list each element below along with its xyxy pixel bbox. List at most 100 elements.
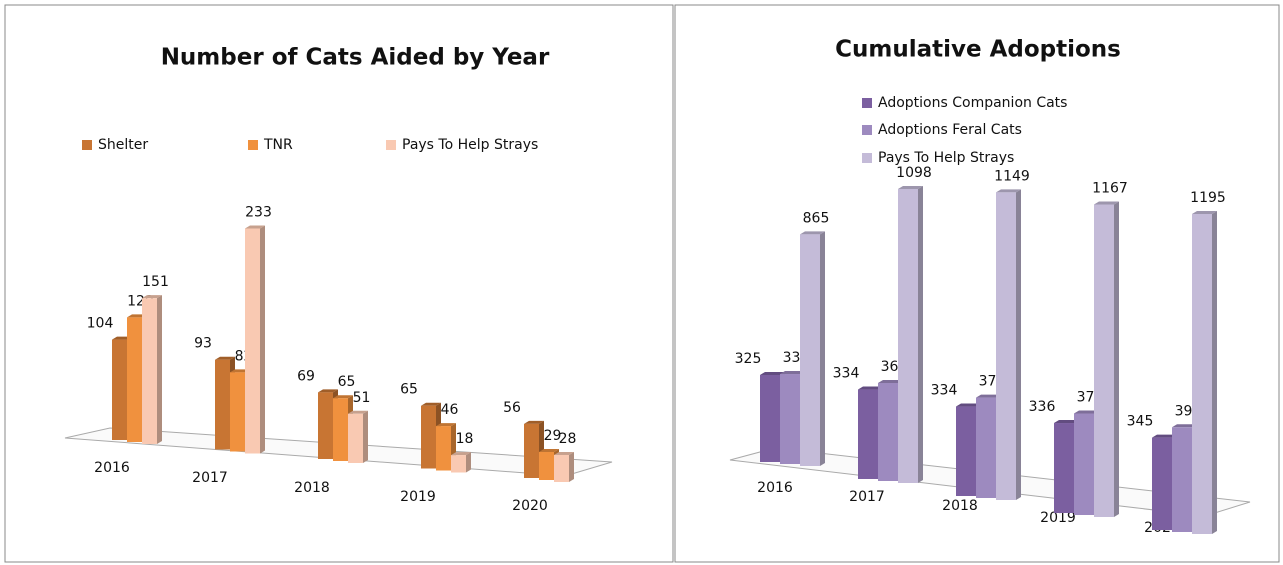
- bar-top: [318, 389, 338, 393]
- chart-title: Number of Cats Aided by Year: [161, 45, 550, 71]
- chart-title: Cumulative Adoptions: [835, 37, 1121, 63]
- data-label: 93: [194, 336, 212, 352]
- bar: [554, 454, 569, 482]
- bar-side: [820, 231, 825, 466]
- bar-top: [800, 231, 825, 235]
- x-tick-label: 2016: [757, 480, 793, 496]
- data-label: 29: [544, 428, 562, 444]
- data-label: 334: [931, 383, 958, 399]
- x-tick-label: 2017: [849, 489, 885, 505]
- bar: [1054, 423, 1074, 513]
- bar: [524, 423, 539, 478]
- panel-right: [674, 4, 1280, 563]
- bar-top: [524, 420, 544, 424]
- bar-top: [421, 402, 441, 406]
- bar-top: [245, 225, 265, 229]
- bar-side: [466, 452, 471, 473]
- legend-label: Shelter: [98, 137, 148, 153]
- data-label: 18: [456, 431, 474, 447]
- data-label: 46: [441, 402, 459, 418]
- bar-side: [1016, 189, 1021, 500]
- legend-swatch: [248, 140, 258, 150]
- bar-top: [554, 451, 574, 455]
- legend-label: Pays To Help Strays: [878, 150, 1014, 166]
- x-tick-label: 2020: [512, 498, 548, 514]
- legend-swatch: [862, 98, 872, 108]
- bar: [800, 234, 820, 466]
- bar-top: [142, 295, 162, 299]
- bar-side: [260, 225, 265, 454]
- bar-top: [858, 386, 883, 390]
- legend-swatch: [82, 140, 92, 150]
- bar: [451, 455, 466, 473]
- x-tick-label: 2018: [294, 480, 330, 496]
- data-label: 56: [503, 400, 521, 416]
- bar-top: [451, 452, 471, 456]
- data-label: 1167: [1092, 180, 1128, 196]
- bar-top: [956, 403, 981, 407]
- bar: [539, 451, 554, 480]
- x-tick-label: 2019: [400, 489, 436, 505]
- data-label: 65: [338, 374, 356, 390]
- data-label: 104: [87, 316, 114, 332]
- data-label: 65: [400, 382, 418, 398]
- bar-top: [1172, 424, 1197, 428]
- data-label: 336: [1029, 399, 1056, 415]
- bar: [956, 406, 976, 496]
- bar: [245, 228, 260, 454]
- bar-side: [363, 410, 368, 463]
- bar: [421, 405, 436, 469]
- data-label: 51: [353, 390, 371, 406]
- legend-label: TNR: [263, 137, 293, 153]
- bar-top: [333, 395, 353, 399]
- bar: [976, 397, 996, 498]
- panel-left: [4, 4, 674, 563]
- data-label: 69: [297, 368, 315, 384]
- data-label: 1098: [896, 165, 932, 181]
- bar: [436, 426, 451, 471]
- bar-top: [760, 371, 785, 375]
- bar-side: [157, 295, 162, 444]
- bar-top: [996, 189, 1021, 193]
- bar-top: [976, 394, 1001, 398]
- bar-top: [1054, 420, 1079, 424]
- bar: [333, 398, 348, 461]
- x-tick-label: 2017: [192, 470, 228, 486]
- bar: [318, 392, 333, 459]
- bar-side: [569, 451, 574, 482]
- bar-top: [878, 379, 903, 383]
- data-label: 325: [735, 351, 762, 367]
- bar: [1192, 214, 1212, 534]
- bar: [858, 389, 878, 479]
- bar-side: [918, 185, 923, 483]
- bar: [230, 372, 245, 452]
- data-label: 151: [142, 274, 169, 290]
- bar-top: [539, 448, 559, 452]
- bar-top: [898, 185, 923, 189]
- bar-top: [1192, 211, 1217, 214]
- bar: [1172, 427, 1192, 532]
- bar-side: [1212, 211, 1217, 534]
- bar: [878, 382, 898, 481]
- legend-swatch: [386, 140, 396, 150]
- x-tick-label: 2018: [942, 498, 978, 514]
- legend-label: Adoptions Feral Cats: [878, 122, 1022, 138]
- data-label: 1195: [1190, 190, 1226, 206]
- data-label: 334: [833, 366, 860, 382]
- bar: [112, 339, 127, 440]
- bar-top: [215, 356, 235, 360]
- bar: [996, 192, 1016, 500]
- bar-top: [436, 423, 456, 427]
- bar: [898, 188, 918, 483]
- bar-top: [1094, 201, 1119, 205]
- data-label: 345: [1127, 414, 1154, 430]
- bar: [780, 374, 800, 464]
- legend-label: Pays To Help Strays: [402, 137, 538, 153]
- legend-label: Adoptions Companion Cats: [878, 95, 1067, 111]
- data-label: 28: [559, 431, 577, 447]
- bar: [1094, 204, 1114, 517]
- data-label: 1149: [994, 168, 1030, 184]
- data-label: 865: [803, 210, 830, 226]
- bar: [348, 413, 363, 463]
